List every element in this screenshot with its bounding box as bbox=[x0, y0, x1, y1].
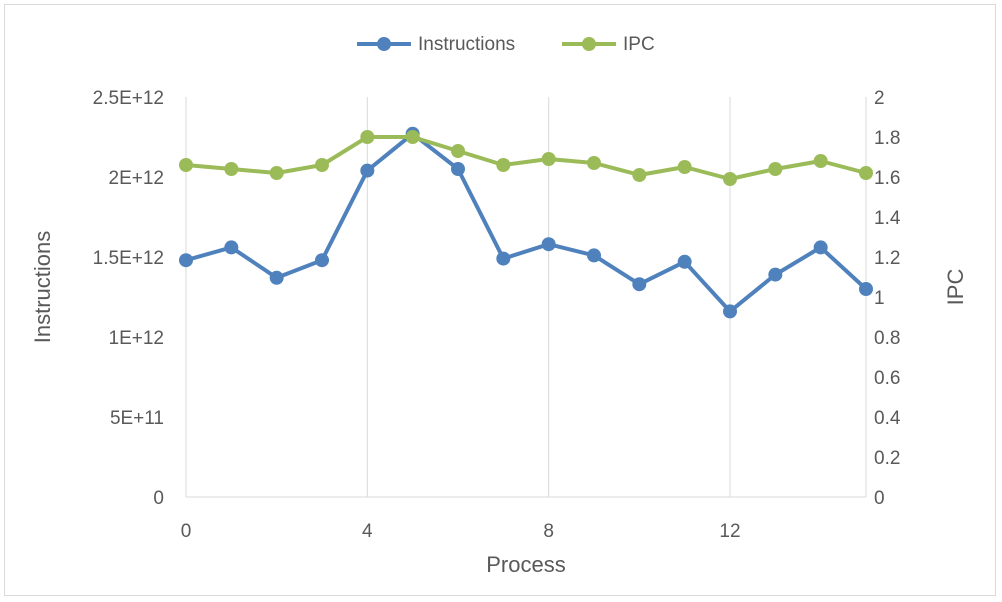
x-tick-label: 12 bbox=[719, 521, 740, 542]
y-right-tick-label: 0 bbox=[874, 488, 885, 509]
y-right-tick-label: 0.4 bbox=[874, 408, 901, 429]
y-right-tick-label: 0.2 bbox=[874, 448, 900, 469]
data-point-ipc bbox=[677, 160, 692, 174]
y-left-tick-label: 1.5E+12 bbox=[93, 248, 164, 269]
data-point-instructions bbox=[541, 237, 556, 252]
y-right-tick-label: 1.4 bbox=[874, 208, 901, 229]
legend-label-ipc: IPC bbox=[623, 34, 655, 55]
data-point-instructions bbox=[723, 304, 737, 319]
data-point-ipc bbox=[813, 154, 828, 168]
y-right-tick-label: 1 bbox=[874, 288, 885, 309]
data-point-ipc bbox=[768, 162, 783, 176]
y-right-tick-label: 1.8 bbox=[874, 128, 900, 149]
data-point-instructions bbox=[224, 240, 239, 255]
y-left-tick-label: 2E+12 bbox=[109, 168, 164, 189]
x-tick-label: 8 bbox=[543, 521, 554, 542]
series-points bbox=[179, 126, 873, 319]
series-line-instructions bbox=[185, 131, 868, 314]
data-point-ipc bbox=[859, 166, 873, 180]
legend-item-ipc: IPC bbox=[562, 34, 655, 55]
data-point-ipc bbox=[269, 166, 284, 180]
data-point-ipc bbox=[360, 130, 375, 144]
data-point-ipc bbox=[723, 172, 737, 186]
data-point-instructions bbox=[859, 282, 873, 296]
x-tick-label: 0 bbox=[181, 521, 192, 542]
legend: Instructions IPC bbox=[357, 34, 655, 55]
y-right-tick-label: 1.6 bbox=[874, 168, 900, 189]
data-point-instructions bbox=[587, 248, 601, 263]
legend-item-instructions: Instructions bbox=[357, 34, 515, 55]
x-tick-labels: 0 4 8 12 bbox=[181, 521, 741, 542]
series-lines bbox=[185, 131, 868, 314]
data-point-instructions bbox=[677, 254, 692, 269]
data-point-instructions bbox=[813, 240, 828, 255]
data-point-ipc bbox=[632, 168, 647, 182]
y-right-tick-label: 0.6 bbox=[874, 368, 900, 389]
y-right-tick-label: 0.8 bbox=[874, 328, 900, 349]
data-point-instructions bbox=[451, 162, 465, 176]
series-line-ipc bbox=[185, 135, 867, 181]
data-point-ipc bbox=[587, 156, 601, 170]
y-right-tick-labels: 0 0.2 0.4 0.6 0.8 1 1.2 1.4 1.6 1.8 2 bbox=[874, 88, 901, 509]
y-right-tick-label: 1.2 bbox=[874, 248, 900, 269]
data-point-ipc bbox=[451, 144, 465, 158]
legend-marker-instructions bbox=[377, 37, 391, 51]
y-left-tick-label: 1E+12 bbox=[109, 328, 164, 349]
x-tick-label: 4 bbox=[362, 521, 373, 542]
y-left-tick-label: 2.5E+12 bbox=[93, 88, 164, 109]
data-point-ipc bbox=[496, 158, 511, 172]
data-point-instructions bbox=[360, 163, 375, 178]
data-point-instructions bbox=[632, 277, 647, 292]
y-right-tick-label: 2 bbox=[874, 88, 885, 109]
data-point-instructions bbox=[315, 253, 329, 268]
data-point-ipc bbox=[405, 130, 420, 144]
y-left-tick-labels: 0 5E+11 1E+12 1.5E+12 2E+12 2.5E+12 bbox=[93, 88, 164, 509]
data-point-ipc bbox=[315, 158, 329, 172]
y-left-tick-label: 5E+11 bbox=[110, 408, 164, 429]
x-axis-title: Process bbox=[486, 552, 565, 577]
data-point-instructions bbox=[269, 270, 284, 285]
data-point-instructions bbox=[768, 267, 783, 282]
y-left-tick-label: 0 bbox=[153, 488, 164, 509]
data-point-instructions bbox=[179, 253, 193, 268]
data-point-instructions bbox=[496, 251, 511, 266]
y-left-axis-title: Instructions bbox=[30, 231, 55, 344]
legend-label-instructions: Instructions bbox=[418, 34, 515, 55]
y-right-axis-title: IPC bbox=[943, 269, 968, 306]
data-point-ipc bbox=[179, 158, 193, 172]
data-point-ipc bbox=[541, 152, 556, 166]
data-point-ipc bbox=[224, 162, 239, 176]
legend-marker-ipc bbox=[582, 37, 596, 51]
grid-lines bbox=[185, 97, 867, 497]
